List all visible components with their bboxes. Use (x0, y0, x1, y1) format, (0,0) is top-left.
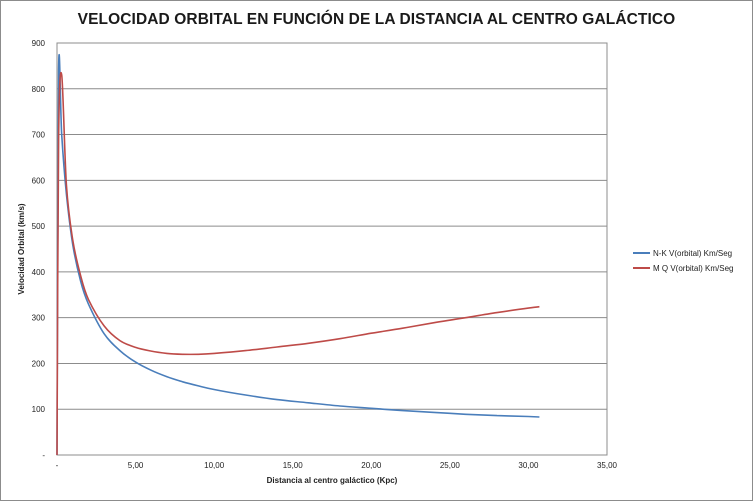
x-tick-label: 25,00 (440, 461, 461, 470)
gridlines (57, 88, 607, 410)
y-tick-label: 600 (32, 176, 46, 185)
y-tick-label: 100 (32, 405, 46, 414)
y-axis-ticks: - 100 200 300 400 500 600 700 800 900 (32, 39, 46, 460)
chart-title: VELOCIDAD ORBITAL EN FUNCIÓN DE LA DISTA… (77, 11, 676, 28)
x-tick-label: 15,00 (283, 461, 304, 470)
x-axis-label: Distancia al centro galáctico (Kpc) (267, 476, 398, 485)
series-line-2 (56, 71, 540, 456)
y-tick-label: 200 (32, 359, 46, 368)
x-tick-label: - (56, 461, 59, 470)
x-tick-label: 5,00 (128, 461, 144, 470)
y-tick-label: 700 (32, 131, 46, 140)
y-axis-label: Velocidad Orbital (km/s) (17, 203, 26, 294)
y-tick-label: 900 (32, 39, 46, 48)
x-tick-label: 30,00 (518, 461, 539, 470)
series-lines (56, 53, 540, 456)
x-tick-label: 35,00 (597, 461, 618, 470)
legend: N-K V(orbital) Km/Seg M Q V(orbital) Km/S… (633, 249, 733, 273)
legend-label: M Q V(orbital) Km/Seg (653, 264, 733, 273)
x-axis-ticks: - 5,00 10,00 15,00 20,00 25,00 30,00 35,00 (56, 461, 618, 470)
legend-label: N-K V(orbital) Km/Seg (653, 249, 732, 258)
plot-area (56, 42, 608, 456)
x-tick-label: 20,00 (361, 461, 382, 470)
y-tick-label: 300 (32, 314, 46, 323)
y-tick-label: 400 (32, 268, 46, 277)
y-tick-label: 500 (32, 222, 46, 231)
series-line-1 (56, 53, 540, 456)
x-tick-label: 10,00 (204, 461, 225, 470)
y-tick-label: - (42, 451, 45, 460)
y-tick-label: 800 (32, 85, 46, 94)
